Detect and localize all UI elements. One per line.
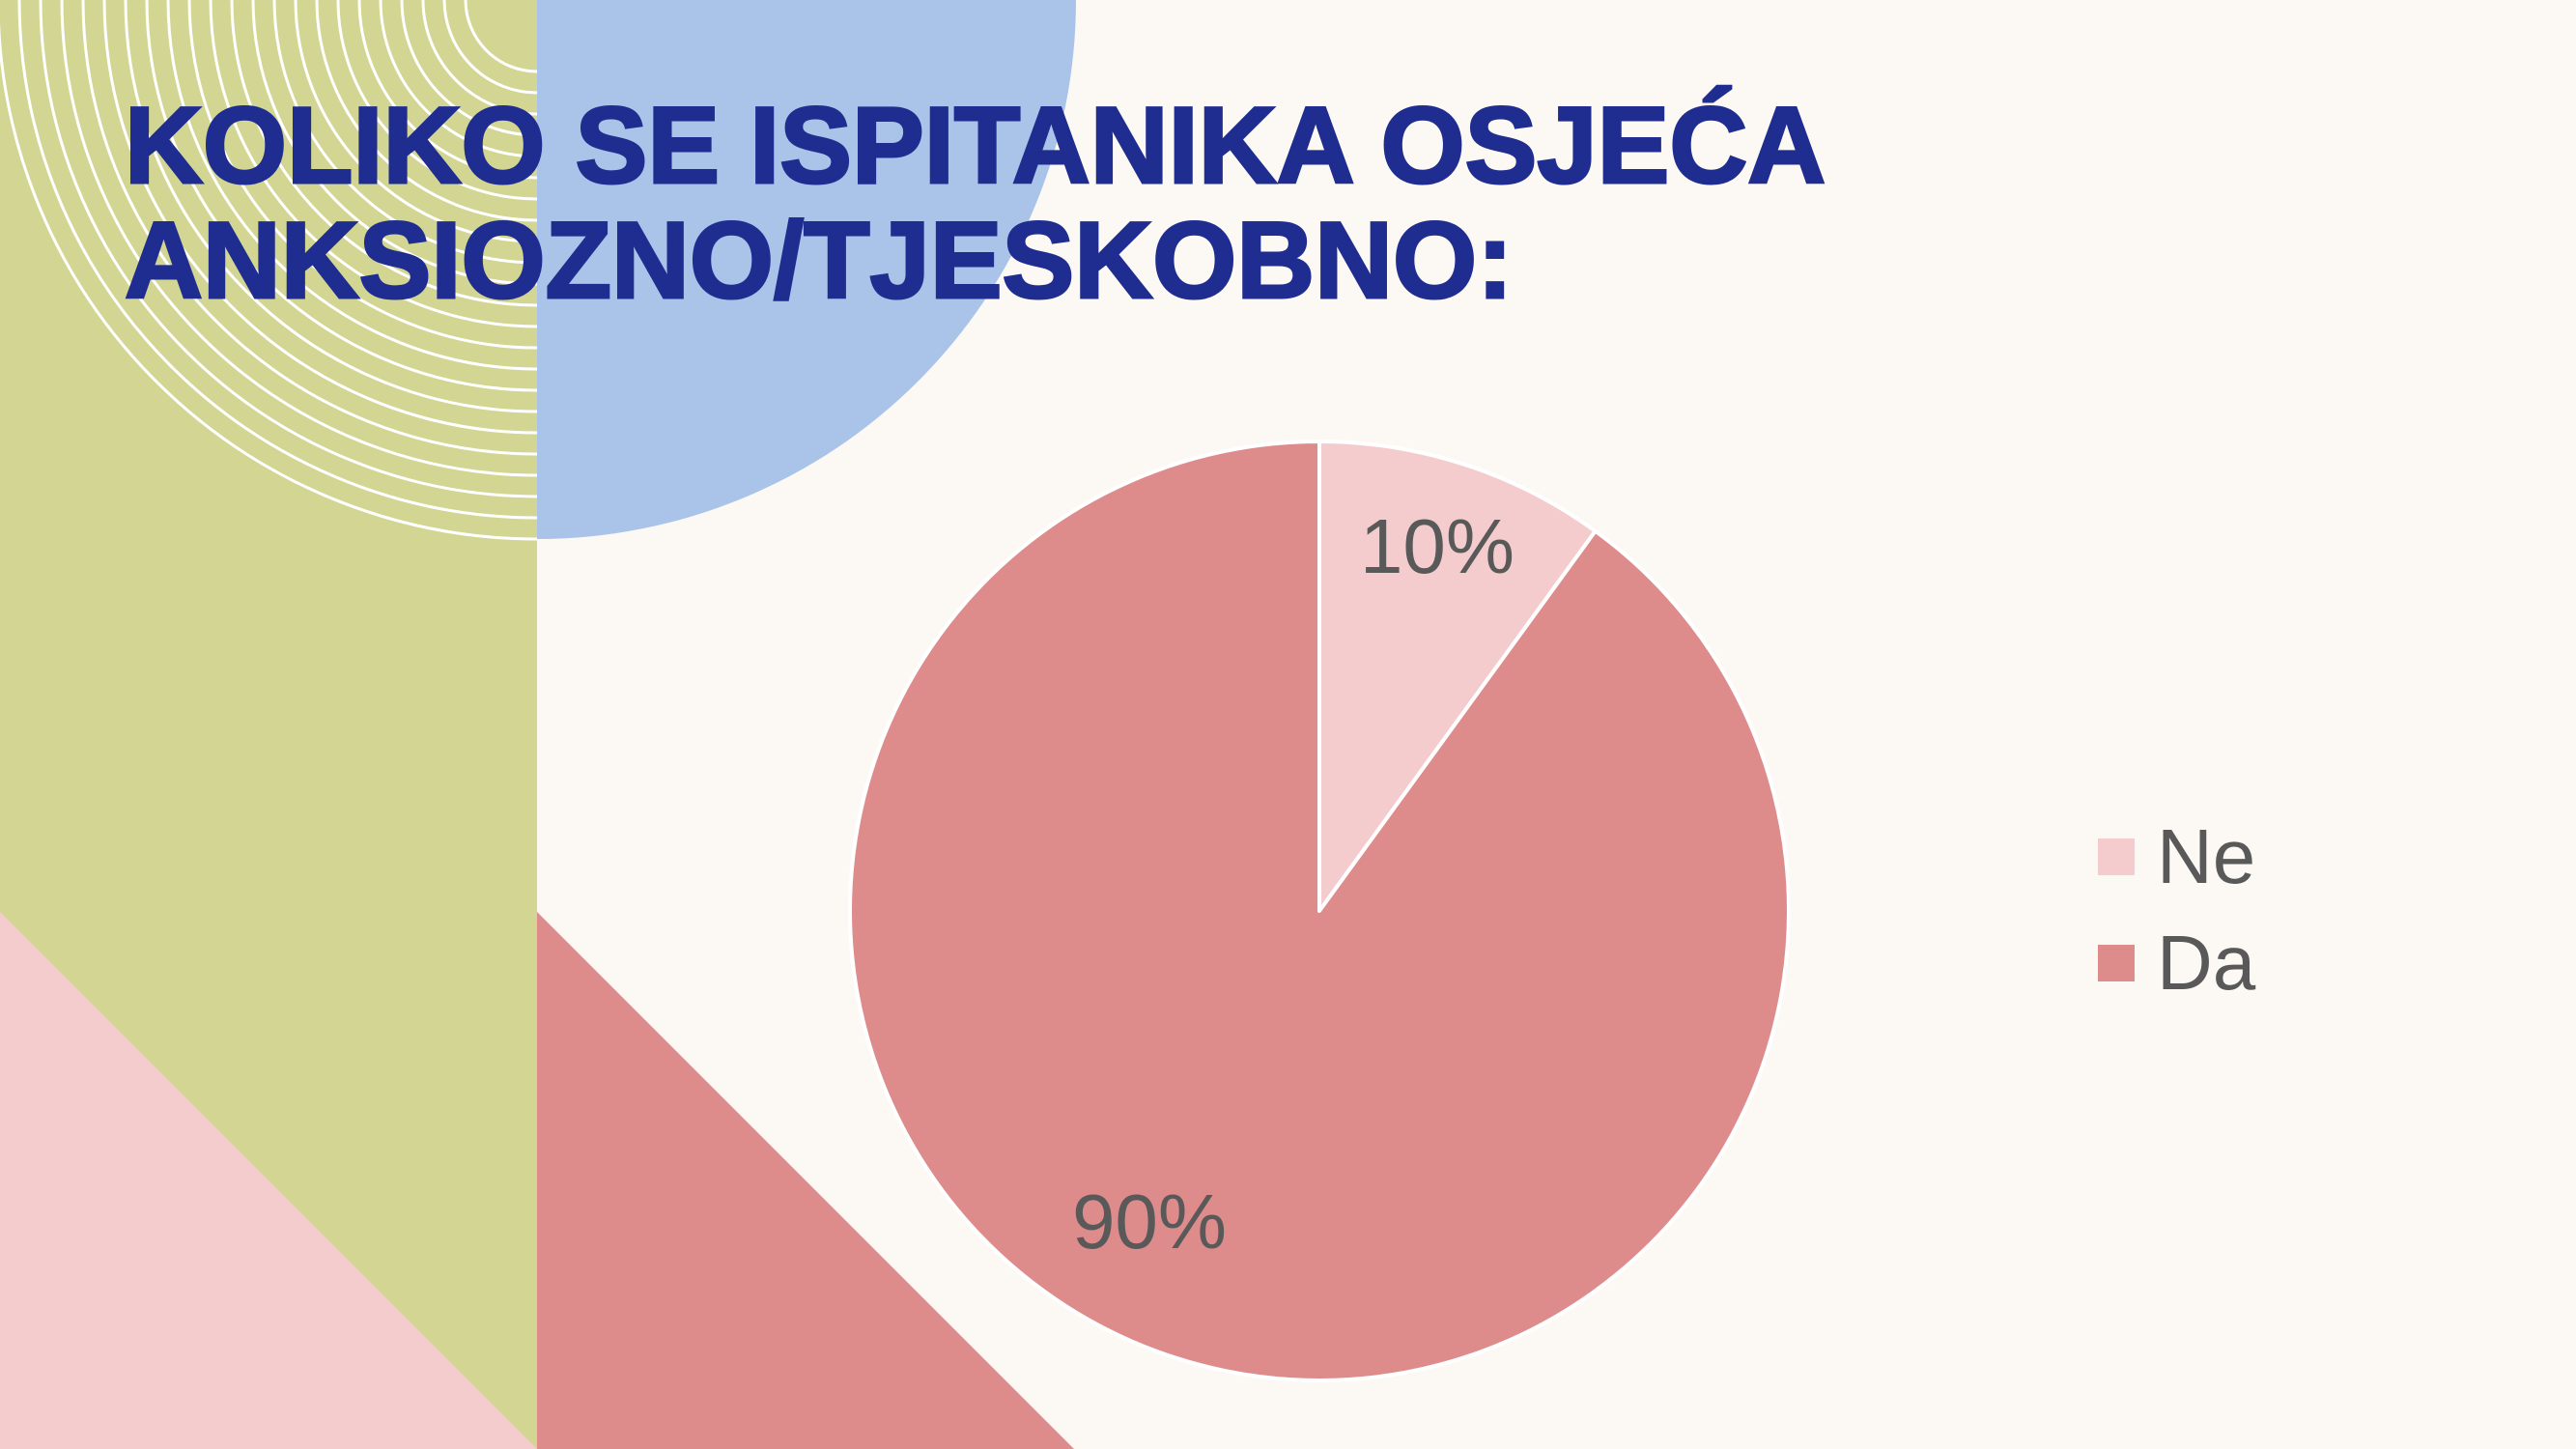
legend-item-ne: Ne xyxy=(2098,804,2255,910)
pie-slice-ne xyxy=(1317,440,1598,913)
blue-quarter-circle xyxy=(537,0,1076,539)
legend-swatch-da xyxy=(2098,945,2135,981)
chart-title: KOLIKO SE ISPITANIKA OSJEĆA ANKSIOZNO/TJ… xyxy=(124,85,1824,321)
legend-label-ne: Ne xyxy=(2157,813,2256,899)
data-label-ne: 10% xyxy=(1359,503,1515,589)
salmon-triangle xyxy=(537,912,1074,1449)
legend-item-da: Da xyxy=(2098,910,2255,1016)
pink-triangle xyxy=(0,912,537,1449)
pie-slice-da xyxy=(848,440,1791,1382)
data-label-da: 90% xyxy=(1071,1179,1228,1264)
pie-chart xyxy=(848,440,1791,1382)
legend-label-da: Da xyxy=(2157,920,2256,1006)
legend: Ne Da xyxy=(2098,804,2255,1016)
legend-swatch-ne xyxy=(2098,838,2135,875)
